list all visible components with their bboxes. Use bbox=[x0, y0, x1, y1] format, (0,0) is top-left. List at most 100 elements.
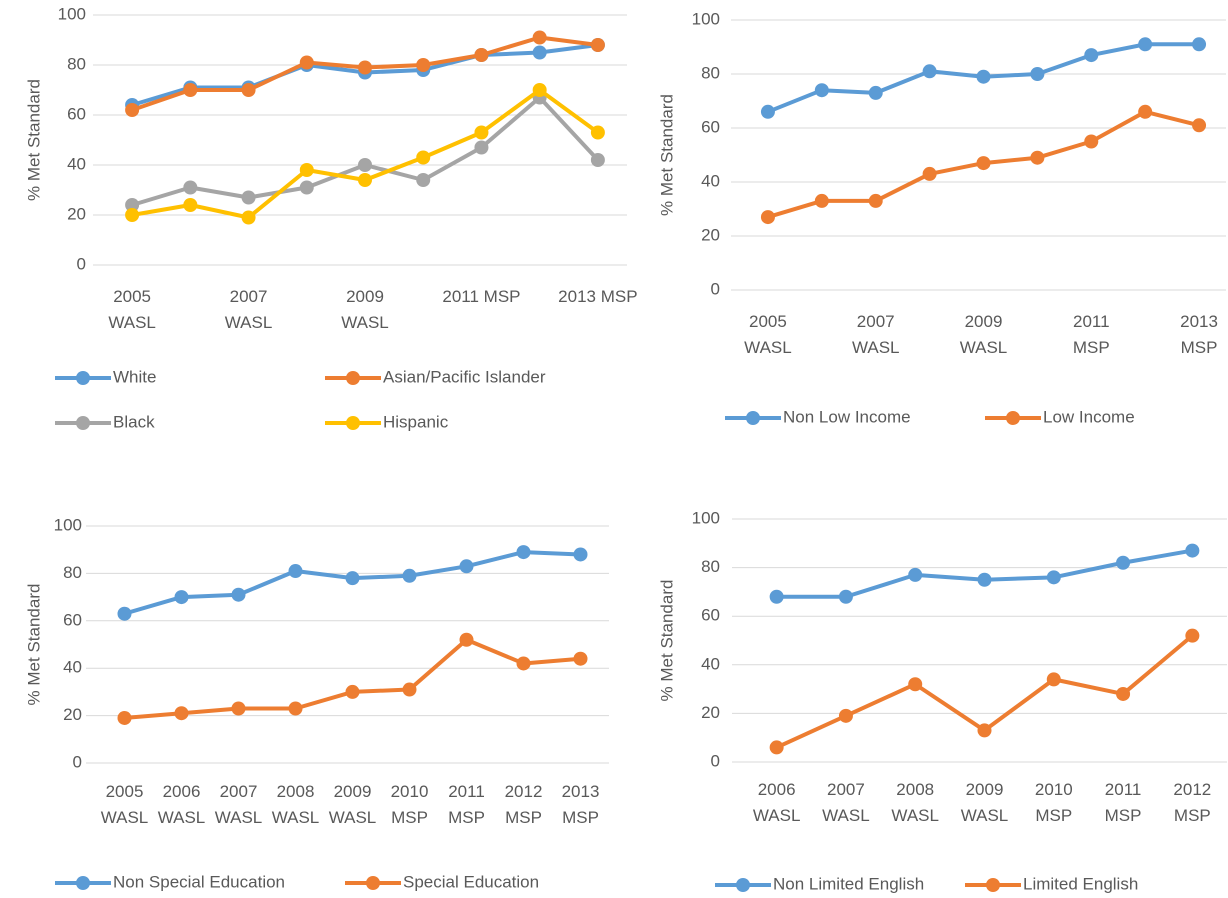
x-tick-label: 2007 WASL bbox=[851, 312, 900, 357]
legend-marker bbox=[746, 411, 760, 425]
y-tick-label: 20 bbox=[701, 225, 720, 244]
data-point bbox=[416, 58, 431, 72]
y-tick-label: 40 bbox=[63, 658, 82, 677]
legend-marker bbox=[76, 371, 90, 385]
y-axis-label: % Met Standard bbox=[657, 94, 676, 216]
data-point bbox=[814, 193, 829, 208]
data-point bbox=[1084, 134, 1099, 149]
data-point bbox=[125, 198, 140, 212]
x-tick-label: 2011 MSP bbox=[1072, 312, 1110, 357]
x-tick-label: 2009 WASL bbox=[341, 287, 389, 332]
data-point bbox=[358, 173, 372, 187]
data-point bbox=[402, 568, 417, 583]
x-tick-label: 2011 MSP bbox=[448, 782, 485, 827]
y-tick-label: 20 bbox=[67, 204, 86, 223]
x-tick-label: 2007 WASL bbox=[224, 287, 273, 332]
data-point bbox=[590, 125, 605, 140]
legend-marker bbox=[366, 876, 380, 890]
data-point bbox=[345, 571, 360, 586]
data-point bbox=[474, 125, 489, 140]
data-point bbox=[868, 85, 883, 100]
legend-label: Black bbox=[113, 412, 155, 431]
data-point bbox=[358, 158, 372, 172]
x-tick-label: 2008 WASL bbox=[891, 780, 939, 825]
x-tick-label: 2009 WASL bbox=[328, 782, 377, 827]
data-point bbox=[288, 564, 303, 579]
y-tick-label: 0 bbox=[77, 254, 86, 273]
data-point bbox=[838, 708, 853, 723]
data-point bbox=[868, 193, 883, 208]
legend-label: Asian/Pacific Islander bbox=[383, 367, 546, 386]
y-tick-label: 20 bbox=[63, 705, 82, 724]
data-point bbox=[838, 589, 853, 604]
x-tick-label: 2011 MSP bbox=[1104, 780, 1142, 825]
y-tick-label: 100 bbox=[58, 4, 86, 23]
x-tick-label: 2013 MSP bbox=[558, 287, 638, 306]
legend-marker bbox=[76, 876, 90, 890]
y-tick-label: 100 bbox=[692, 508, 720, 527]
data-point bbox=[532, 30, 547, 45]
x-tick-label: 2010 MSP bbox=[390, 782, 429, 827]
data-point bbox=[299, 163, 314, 177]
data-point bbox=[416, 150, 431, 165]
data-point bbox=[474, 140, 489, 155]
data-point bbox=[288, 701, 303, 716]
data-point bbox=[241, 210, 256, 225]
legend-label: Non Special Education bbox=[113, 872, 285, 891]
data-point bbox=[814, 83, 829, 98]
y-tick-label: 80 bbox=[701, 557, 720, 576]
series-line bbox=[124, 637, 581, 720]
legend-marker bbox=[346, 416, 360, 430]
data-point bbox=[1084, 48, 1099, 63]
data-point bbox=[231, 587, 246, 602]
data-point bbox=[573, 547, 588, 562]
legend-label: Non Limited English bbox=[773, 874, 924, 893]
legend-label: Low Income bbox=[1043, 407, 1135, 426]
data-point bbox=[1138, 37, 1153, 52]
data-point bbox=[1030, 67, 1045, 81]
x-tick-label: 2013 MSP bbox=[561, 782, 600, 827]
x-tick-label: 2005 WASL bbox=[100, 782, 149, 827]
y-tick-label: 20 bbox=[701, 703, 720, 722]
data-point bbox=[1192, 118, 1207, 133]
data-point bbox=[183, 83, 198, 97]
series-line bbox=[131, 95, 600, 207]
data-point bbox=[532, 45, 547, 60]
legend-marker bbox=[736, 878, 750, 892]
data-point bbox=[573, 651, 588, 666]
data-point bbox=[1116, 555, 1131, 570]
data-point bbox=[117, 606, 132, 621]
y-tick-label: 0 bbox=[711, 751, 720, 770]
legend-label: Special Education bbox=[403, 872, 539, 891]
data-point bbox=[117, 710, 132, 725]
legend-label: Limited English bbox=[1023, 874, 1138, 893]
x-tick-label: 2013 MSP bbox=[1180, 312, 1218, 357]
data-point bbox=[976, 156, 991, 171]
data-point bbox=[174, 706, 189, 721]
y-axis-label: % Met Standard bbox=[24, 79, 43, 201]
data-point bbox=[125, 103, 140, 117]
data-point bbox=[299, 180, 314, 195]
x-tick-label: 2008 WASL bbox=[271, 782, 320, 827]
data-point bbox=[241, 190, 256, 205]
x-tick-label: 2006 WASL bbox=[752, 780, 801, 825]
legend-label: Non Low Income bbox=[783, 407, 911, 426]
y-tick-label: 80 bbox=[67, 54, 86, 73]
x-tick-label: 2005 WASL bbox=[744, 312, 792, 357]
y-tick-label: 0 bbox=[73, 752, 82, 771]
data-point bbox=[760, 104, 775, 119]
y-tick-label: 60 bbox=[63, 610, 82, 629]
data-point bbox=[590, 153, 605, 167]
y-axis-label: % Met Standard bbox=[657, 580, 676, 702]
data-point bbox=[1192, 37, 1207, 52]
data-point bbox=[922, 64, 937, 79]
data-point bbox=[299, 55, 314, 70]
y-tick-label: 80 bbox=[701, 63, 720, 82]
x-tick-label: 2009 WASL bbox=[960, 780, 1009, 825]
data-point bbox=[241, 83, 256, 97]
data-point bbox=[345, 684, 360, 699]
data-point bbox=[976, 69, 991, 84]
legend-marker bbox=[346, 371, 360, 385]
data-point bbox=[590, 38, 605, 52]
data-point bbox=[977, 723, 992, 738]
